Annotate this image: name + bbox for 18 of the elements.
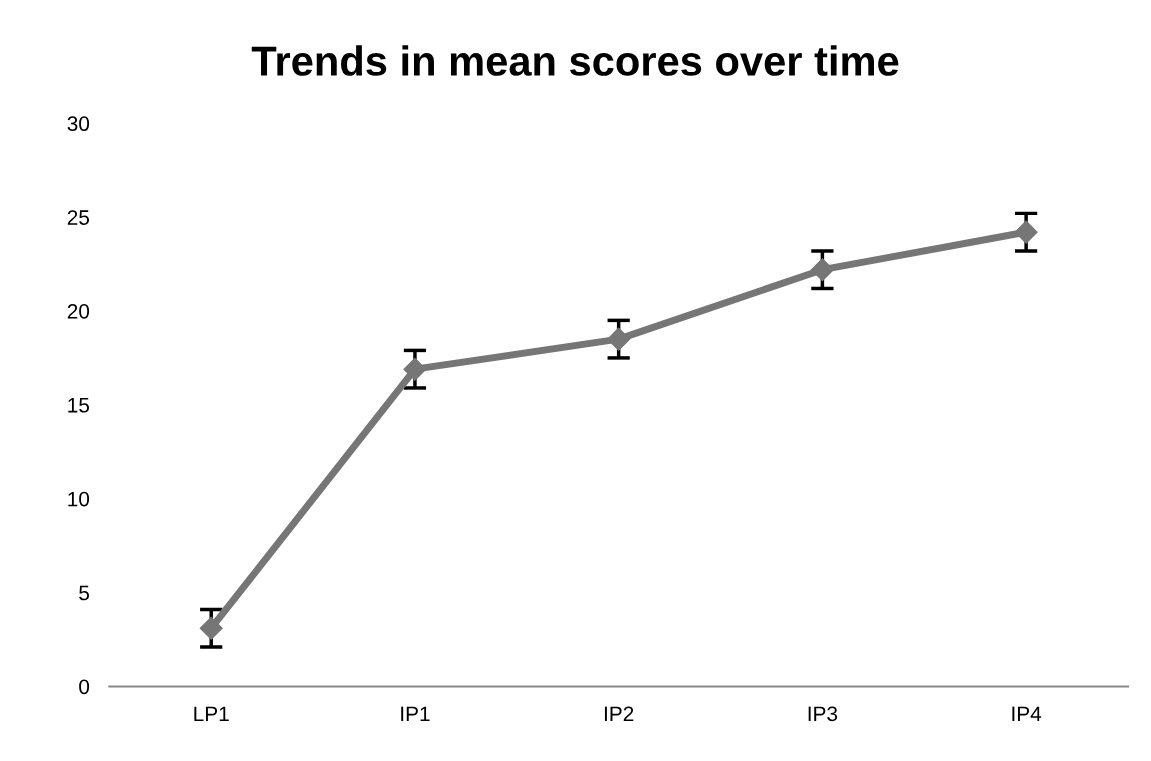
point [199,616,223,640]
chart-title: Trends in mean scores over time [251,45,899,76]
y-tick-label: 20 [67,304,90,319]
y-tick-label: 0 [79,679,90,695]
y-tick-label: 5 [79,585,90,601]
x-tick-label: IP2 [604,706,634,721]
x-tick-label: IP4 [1012,706,1042,721]
point [1014,220,1038,244]
x-tick-label: IP1 [401,706,430,721]
y-tick-label: 25 [67,210,90,225]
y-tick-label: 30 [67,116,90,132]
x-tick-label: IP3 [808,706,838,722]
point [403,357,427,381]
x-tick-label: LP1 [194,706,229,721]
y-tick-label: 15 [68,398,90,413]
point [810,258,834,282]
y-tick-label: 10 [68,491,90,507]
point [607,327,631,351]
